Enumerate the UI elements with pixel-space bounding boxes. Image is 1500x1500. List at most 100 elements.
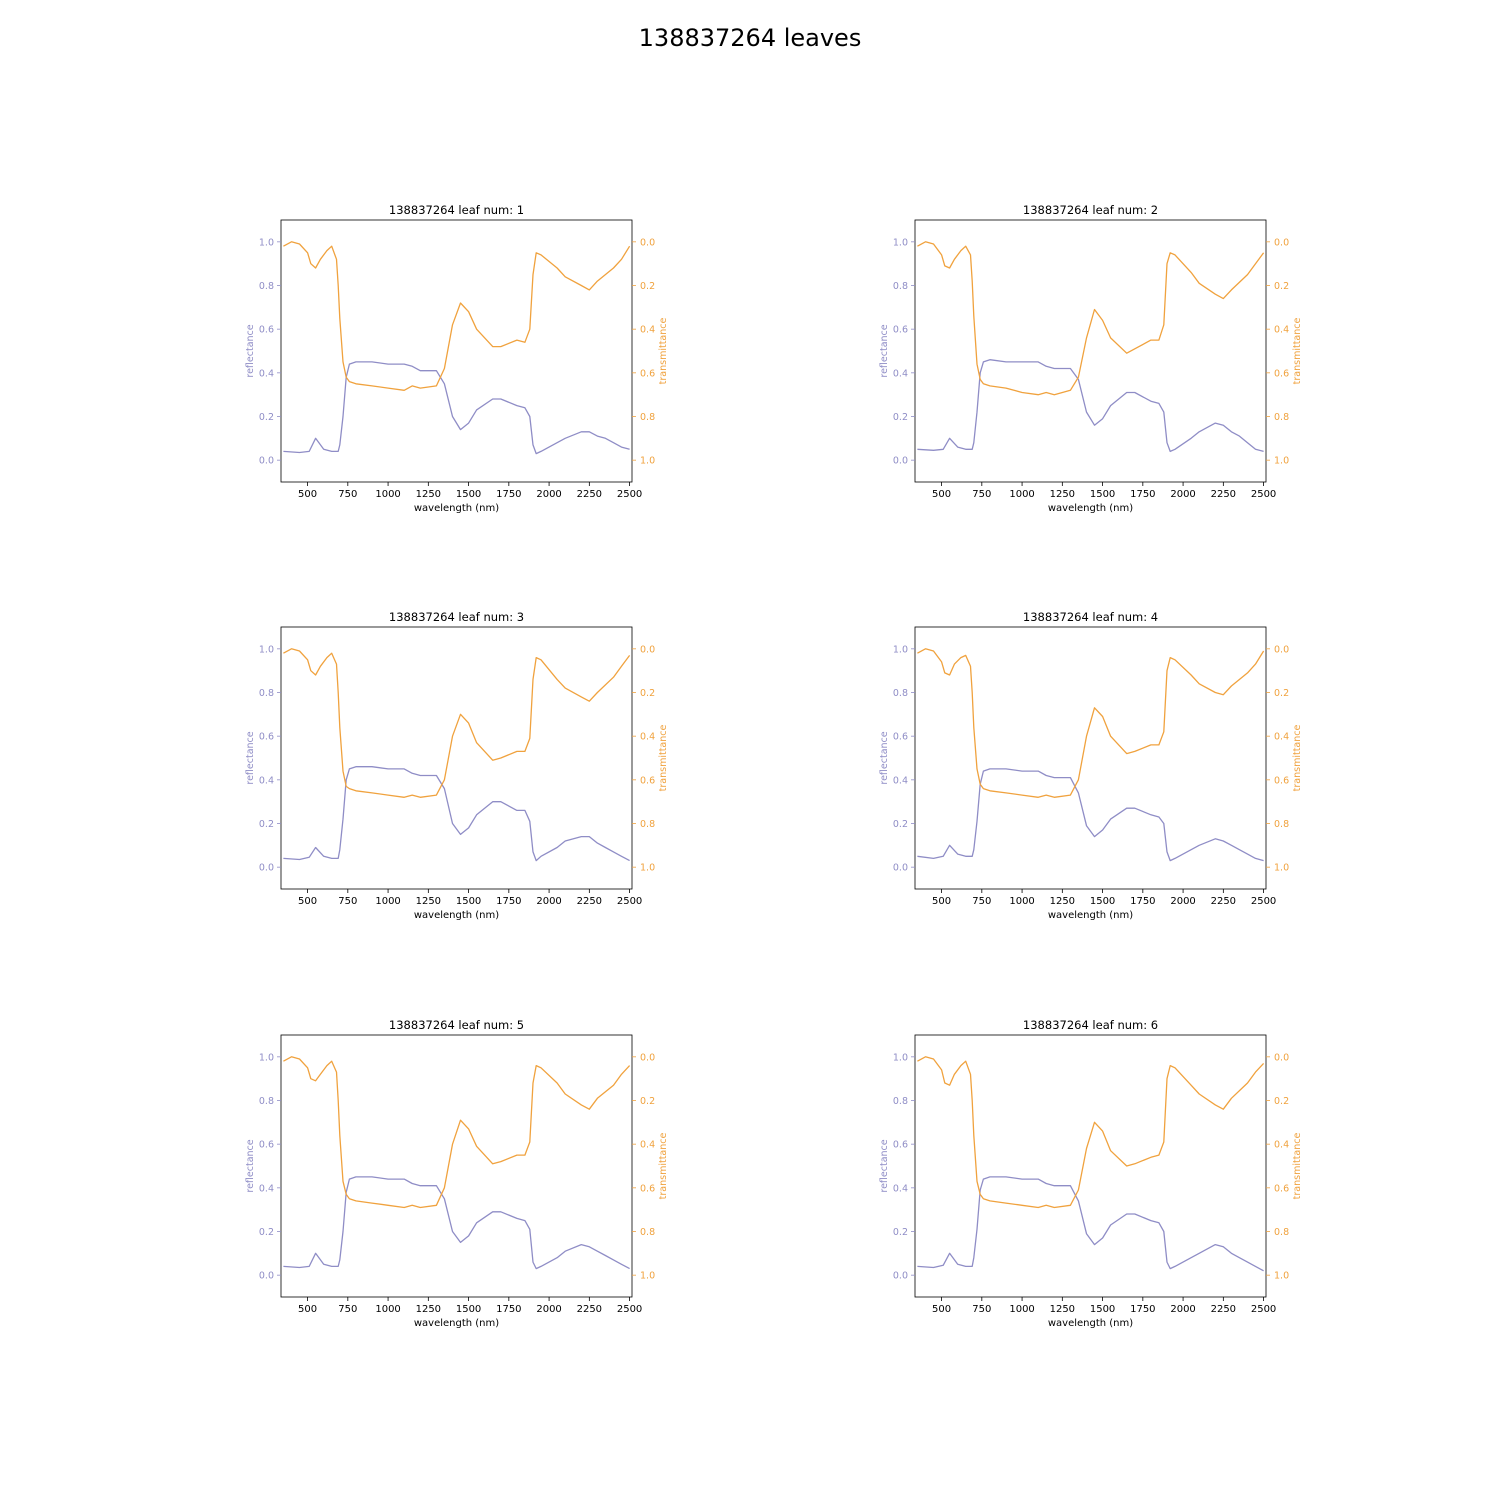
x-tick-label: 750 <box>338 489 357 500</box>
x-tick-label: 1250 <box>1050 489 1075 500</box>
y2-tick-label: 0.8 <box>1274 412 1289 423</box>
x-tick-label: 2500 <box>1251 489 1276 500</box>
chart-panel-5: 500 750 1000 1250 1500 1750 2000 2250 2500 0.0 0.2… <box>245 1018 669 1329</box>
y2-tick-label: 1.0 <box>1274 456 1289 467</box>
y2-tick-label: 0.6 <box>640 1183 655 1194</box>
x-tick-label: 1500 <box>1090 896 1115 907</box>
x-tick-label: 1750 <box>1130 1304 1155 1315</box>
y2-tick-label: 0.4 <box>640 325 655 336</box>
y-tick-label: 1.0 <box>259 644 274 655</box>
x-axis-label: wavelength (nm) <box>414 503 499 514</box>
plot-frame <box>914 626 1267 890</box>
x-tick-label: 1000 <box>1009 896 1034 907</box>
y-axis-label: reflectance <box>245 1139 256 1192</box>
y-tick-label: 0.0 <box>259 863 274 874</box>
y2-tick-label: 0.8 <box>1274 819 1289 830</box>
y2-tick-label: 0.0 <box>1274 237 1289 248</box>
x-tick-label: 1750 <box>496 489 521 500</box>
series-line-reflectance <box>283 766 630 862</box>
x-tick-label: 1750 <box>1130 896 1155 907</box>
chart-panel-4: 500 750 1000 1250 1500 1750 2000 2250 2500 0.0 0.2… <box>879 610 1303 921</box>
chart-panel-1: 500 750 1000 1250 1500 1750 2000 2250 2500 0.0 0.2… <box>245 203 669 514</box>
y2-tick-label: 0.2 <box>1274 281 1289 292</box>
y2-tick-label: 0.2 <box>640 1096 655 1107</box>
y-tick-label: 0.4 <box>259 368 274 379</box>
y-tick-label: 0.4 <box>259 775 274 786</box>
y-tick-label: 0.8 <box>259 281 274 292</box>
series-line-transmittance <box>917 648 1265 798</box>
y-tick-label: 0.2 <box>893 819 908 830</box>
y-axis-label: reflectance <box>245 731 256 784</box>
y-tick-label: 0.4 <box>893 1183 908 1194</box>
x-tick-label: 500 <box>932 896 951 907</box>
figure-title: 138837264 leaves <box>638 24 862 52</box>
y-tick-label: 1.0 <box>893 1052 908 1063</box>
x-tick-label: 2500 <box>1251 896 1276 907</box>
y2-tick-label: 1.0 <box>640 863 655 874</box>
x-tick-label: 2250 <box>577 896 602 907</box>
y2-tick-label: 0.6 <box>1274 1183 1289 1194</box>
x-tick-label: 1000 <box>1009 489 1034 500</box>
x-tick-label: 500 <box>298 489 317 500</box>
y-tick-label: 0.6 <box>259 732 274 743</box>
y-tick-label: 0.6 <box>893 1140 908 1151</box>
x-axis-label: wavelength (nm) <box>414 910 499 921</box>
y-tick-label: 0.4 <box>893 368 908 379</box>
y2-tick-label: 1.0 <box>640 1271 655 1282</box>
x-tick-label: 1250 <box>416 489 441 500</box>
plot-frame <box>280 1034 633 1298</box>
x-tick-label: 1000 <box>1009 1304 1034 1315</box>
chart-title: 138837264 leaf num: 6 <box>1023 1018 1158 1032</box>
y-tick-label: 0.4 <box>259 1183 274 1194</box>
chart-title: 138837264 leaf num: 3 <box>389 610 524 624</box>
x-tick-label: 2250 <box>1211 489 1236 500</box>
y2-tick-label: 0.2 <box>1274 1096 1289 1107</box>
x-axis-label: wavelength (nm) <box>1048 910 1133 921</box>
y2-axis-label: transmittance <box>1292 318 1303 385</box>
series-line-reflectance <box>917 359 1264 453</box>
x-axis-label: wavelength (nm) <box>414 1318 499 1329</box>
y-tick-label: 0.4 <box>893 775 908 786</box>
y2-tick-label: 1.0 <box>1274 863 1289 874</box>
y2-tick-label: 0.4 <box>640 1140 655 1151</box>
y-tick-label: 0.0 <box>893 456 908 467</box>
x-tick-label: 500 <box>298 1304 317 1315</box>
y-tick-label: 0.6 <box>259 1140 274 1151</box>
series-line-transmittance <box>283 241 631 391</box>
y-tick-label: 0.8 <box>259 688 274 699</box>
x-tick-label: 1750 <box>496 896 521 907</box>
y2-tick-label: 0.6 <box>1274 775 1289 786</box>
series-line-transmittance <box>917 1056 1265 1209</box>
y2-tick-label: 0.0 <box>1274 1052 1289 1063</box>
y2-tick-label: 0.4 <box>1274 732 1289 743</box>
x-tick-label: 2500 <box>617 896 642 907</box>
y2-tick-label: 0.2 <box>640 281 655 292</box>
chart-title: 138837264 leaf num: 4 <box>1023 610 1158 624</box>
x-tick-label: 1000 <box>375 1304 400 1315</box>
y-tick-label: 0.2 <box>259 412 274 423</box>
x-tick-label: 1250 <box>1050 1304 1075 1315</box>
y-tick-label: 0.2 <box>259 819 274 830</box>
y2-tick-label: 0.4 <box>1274 1140 1289 1151</box>
x-tick-label: 1500 <box>456 1304 481 1315</box>
y2-tick-label: 0.6 <box>1274 368 1289 379</box>
y-axis-label: reflectance <box>879 324 890 377</box>
chart-title: 138837264 leaf num: 1 <box>389 203 524 217</box>
y-tick-label: 1.0 <box>259 1052 274 1063</box>
plot-frame <box>914 219 1267 483</box>
chart-title: 138837264 leaf num: 2 <box>1023 203 1158 217</box>
y2-tick-label: 0.8 <box>640 412 655 423</box>
y2-tick-label: 1.0 <box>1274 1271 1289 1282</box>
x-tick-label: 2500 <box>617 1304 642 1315</box>
y2-tick-label: 0.4 <box>640 732 655 743</box>
y-tick-label: 0.6 <box>259 325 274 336</box>
y2-axis-label: transmittance <box>1292 725 1303 792</box>
y-tick-label: 0.2 <box>893 412 908 423</box>
y-tick-label: 0.0 <box>259 456 274 467</box>
series-line-reflectance <box>283 1176 630 1270</box>
y-tick-label: 0.8 <box>893 688 908 699</box>
y-tick-label: 0.8 <box>259 1096 274 1107</box>
x-tick-label: 750 <box>338 896 357 907</box>
y-axis-label: reflectance <box>245 324 256 377</box>
x-tick-label: 2250 <box>1211 896 1236 907</box>
